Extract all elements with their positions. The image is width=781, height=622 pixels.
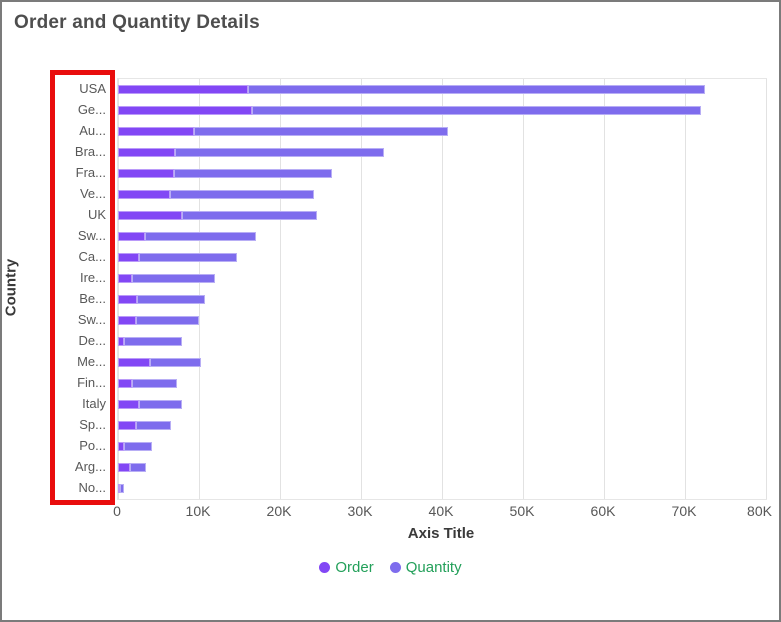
bar-segment-quantity[interactable] bbox=[194, 127, 448, 136]
plot-area bbox=[117, 78, 767, 500]
bar-segment-order[interactable] bbox=[118, 442, 125, 451]
highlight-annotation bbox=[50, 70, 115, 505]
y-axis-label: De... bbox=[78, 333, 106, 348]
bar-segment-quantity[interactable] bbox=[139, 253, 238, 262]
y-axis-label: Italy bbox=[82, 396, 106, 411]
bar-segment-quantity[interactable] bbox=[124, 337, 182, 346]
bar-segment-quantity[interactable] bbox=[139, 400, 182, 409]
x-axis-tick-label: 10K bbox=[185, 503, 211, 519]
bar-segment-order[interactable] bbox=[118, 316, 136, 325]
x-axis-title: Axis Title bbox=[407, 525, 475, 542]
y-axis-label: Me... bbox=[77, 354, 106, 369]
bar-segment-quantity[interactable] bbox=[135, 316, 199, 325]
bar-segment-order[interactable] bbox=[118, 106, 253, 115]
y-axis-label: Au... bbox=[79, 123, 106, 138]
bar-segment-order[interactable] bbox=[118, 421, 136, 430]
gridline bbox=[604, 79, 605, 499]
x-axis-tick-label: 20K bbox=[266, 503, 292, 519]
y-axis-label: No... bbox=[78, 480, 106, 495]
bar-segment-quantity[interactable] bbox=[169, 190, 314, 199]
bar-segment-quantity[interactable] bbox=[135, 421, 172, 430]
x-axis-tick-label: 30K bbox=[347, 503, 373, 519]
gridline bbox=[361, 79, 362, 499]
y-axis-labels: USA Ge... Au... Bra... Fra... Ve... UK Sw... Ca.… bbox=[2, 78, 111, 498]
bar-segment-order[interactable] bbox=[118, 463, 131, 472]
bar-segment-quantity[interactable] bbox=[181, 211, 318, 220]
x-axis-tick-label: 80K bbox=[747, 503, 772, 519]
bar-segment-order[interactable] bbox=[118, 232, 145, 241]
y-axis-label: UK bbox=[87, 207, 106, 222]
bar-segment-quantity[interactable] bbox=[174, 148, 385, 157]
gridline bbox=[118, 79, 119, 499]
y-axis-label: Bra... bbox=[74, 144, 106, 159]
bar-segment-order[interactable] bbox=[118, 295, 138, 304]
bar-segment-order[interactable] bbox=[118, 253, 140, 262]
x-axis-tick-label: 60K bbox=[590, 503, 616, 519]
legend-marker-icon bbox=[319, 562, 331, 573]
bar-segment-quantity[interactable] bbox=[173, 169, 332, 178]
gridline bbox=[766, 79, 767, 499]
bar-segment-order[interactable] bbox=[118, 211, 182, 220]
bar-segment-quantity[interactable] bbox=[131, 274, 216, 283]
y-axis-label: Po... bbox=[79, 438, 106, 453]
legend-marker-icon bbox=[389, 562, 401, 573]
y-axis-label: Fin... bbox=[77, 375, 106, 390]
bar-segment-quantity[interactable] bbox=[119, 484, 124, 493]
legend-label: Order bbox=[335, 559, 374, 576]
bar-segment-quantity[interactable] bbox=[150, 358, 202, 367]
y-axis-label: Sp... bbox=[79, 417, 106, 432]
legend-item-quantity[interactable]: Quantity bbox=[389, 559, 462, 576]
gridline bbox=[199, 79, 200, 499]
page-title: Order and Quantity Details bbox=[14, 12, 260, 33]
legend-label: Quantity bbox=[405, 559, 462, 576]
gridline bbox=[523, 79, 524, 499]
bar-segment-order[interactable] bbox=[118, 274, 132, 283]
x-axis-tick-label: 0 bbox=[113, 503, 121, 519]
bar-segment-order[interactable] bbox=[118, 85, 248, 94]
y-axis-label: USA bbox=[79, 81, 106, 96]
bar-segment-order[interactable] bbox=[118, 400, 140, 409]
bar-segment-order[interactable] bbox=[118, 127, 195, 136]
bar-segment-order[interactable] bbox=[118, 379, 132, 388]
y-axis-label: Sw... bbox=[77, 228, 106, 243]
y-axis-label: Sw... bbox=[77, 312, 106, 327]
x-axis-tick-label: 50K bbox=[509, 503, 535, 519]
bar-segment-order[interactable] bbox=[118, 169, 174, 178]
bar-segment-quantity[interactable] bbox=[130, 463, 147, 472]
bar-segment-order[interactable] bbox=[118, 190, 170, 199]
bar-segment-quantity[interactable] bbox=[247, 85, 706, 94]
gridline bbox=[280, 79, 281, 499]
y-axis-label: Be... bbox=[79, 291, 106, 306]
bar-segment-quantity[interactable] bbox=[131, 379, 178, 388]
x-axis-tick-label: 40K bbox=[428, 503, 454, 519]
y-axis-label: Ca... bbox=[78, 249, 106, 264]
bar-segment-quantity[interactable] bbox=[252, 106, 702, 115]
x-axis-tick-label: 70K bbox=[671, 503, 697, 519]
bar-segment-order[interactable] bbox=[118, 358, 151, 367]
y-axis-label: Ge... bbox=[77, 102, 106, 117]
legend: Order Quantity bbox=[2, 559, 779, 576]
bar-segment-order[interactable] bbox=[118, 484, 120, 493]
bar-segment-quantity[interactable] bbox=[144, 232, 256, 241]
bar-segment-order[interactable] bbox=[118, 148, 175, 157]
bar-segment-order[interactable] bbox=[118, 337, 125, 346]
y-axis-label: Fra... bbox=[75, 165, 106, 180]
y-axis-label: Arg... bbox=[74, 459, 106, 474]
bar-segment-quantity[interactable] bbox=[124, 442, 152, 451]
bar-segment-quantity[interactable] bbox=[137, 295, 206, 304]
legend-item-order[interactable]: Order bbox=[319, 559, 374, 576]
y-axis-label: Ve... bbox=[79, 186, 106, 201]
y-axis-label: Ire... bbox=[79, 270, 106, 285]
gridline bbox=[442, 79, 443, 499]
gridline bbox=[685, 79, 686, 499]
